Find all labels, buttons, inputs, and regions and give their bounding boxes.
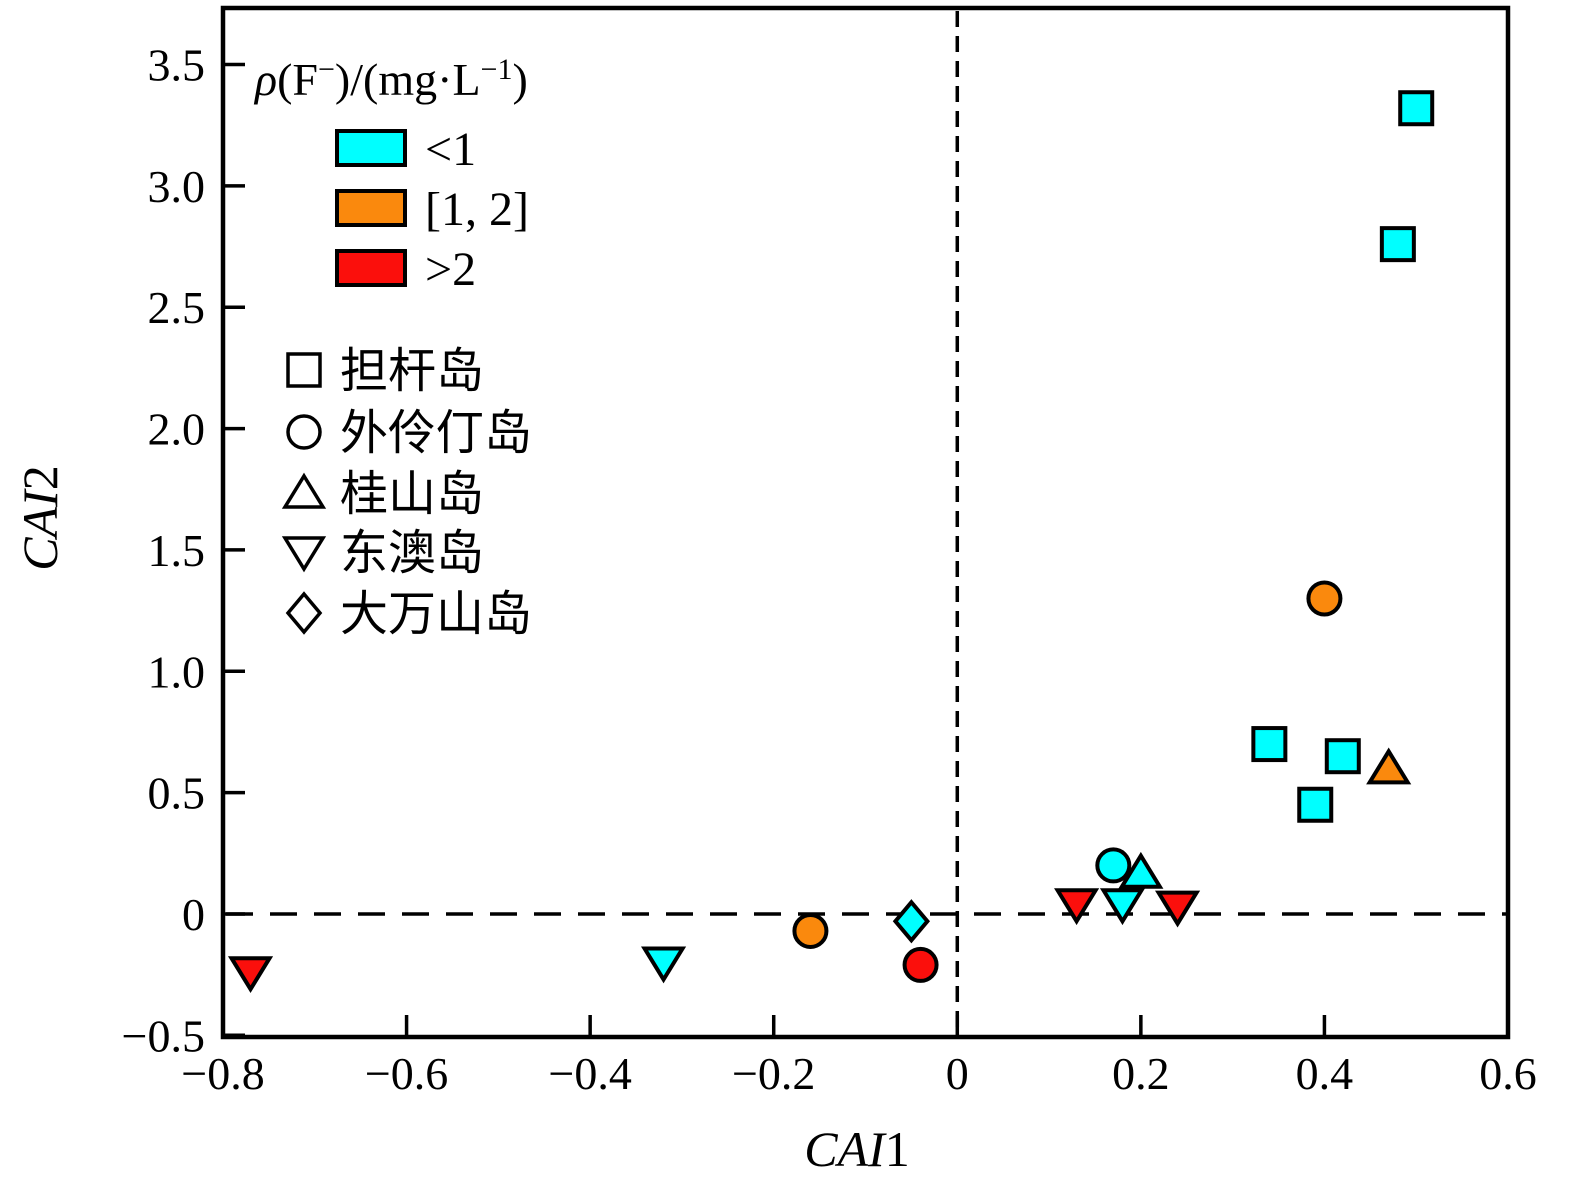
x-axis-title-italic: CAI <box>804 1121 887 1177</box>
x-tick-label: 0 <box>946 1048 969 1099</box>
fluoride-legend-title-part: ) <box>512 54 527 105</box>
data-point-triangle-up <box>1118 851 1164 889</box>
y-tick-label: 0 <box>182 889 205 940</box>
y-tick-label: −0.5 <box>122 1010 205 1061</box>
y-tick-label: 3.0 <box>148 161 206 212</box>
data-point-square <box>1297 786 1334 823</box>
data-point-circle <box>1095 847 1132 884</box>
y-tick-label: 1.5 <box>148 525 206 576</box>
diamond-legend-symbol <box>285 591 323 635</box>
square-legend-symbol <box>286 352 322 388</box>
data-point-circle <box>792 912 829 949</box>
x-tick-label: −0.4 <box>548 1048 631 1099</box>
fluoride-legend-title-part: ρ <box>253 54 277 105</box>
data-point-diamond <box>892 899 931 944</box>
data-point-triangle-down <box>227 956 274 994</box>
data-point-triangle-down <box>640 946 687 984</box>
fluoride-legend-swatch <box>335 129 407 167</box>
island-legend-label: 外伶仃岛 <box>340 407 532 460</box>
circle-legend-symbol <box>286 414 322 450</box>
data-point-circle <box>1306 580 1343 617</box>
data-point-circle <box>902 946 939 983</box>
fluoride-legend-title-part: )/(mg·L <box>335 54 481 105</box>
triangle-down-legend-symbol <box>281 536 327 573</box>
data-point-triangle-down <box>1099 888 1146 926</box>
x-tick-label: 0.2 <box>1112 1048 1170 1099</box>
x-tick-label: −0.8 <box>181 1048 264 1099</box>
fluoride-legend-title-part: (F <box>277 54 318 105</box>
x-tick-label: 0.4 <box>1296 1048 1354 1099</box>
y-tick-label: 0.5 <box>148 768 206 819</box>
x-axis-title: CAI1 <box>804 1121 910 1177</box>
data-point-square <box>1324 738 1361 775</box>
data-point-square <box>1398 90 1435 127</box>
y-axis-title-italic: CAI <box>12 488 68 571</box>
island-legend-label: 东澳岛 <box>340 527 484 580</box>
y-tick-label: 1.0 <box>148 646 206 697</box>
fluoride-legend-title-part: −1 <box>481 53 513 86</box>
fluoride-legend-title-part: − <box>318 53 335 86</box>
x-axis-title-number: 1 <box>885 1121 910 1177</box>
y-axis-title-number: 2 <box>12 465 68 490</box>
fluoride-legend-swatch <box>335 249 407 287</box>
fluoride-legend-swatch <box>335 189 407 227</box>
island-legend-label: 桂山岛 <box>340 468 484 521</box>
y-tick-label: 2.0 <box>148 404 206 455</box>
y-tick-label: 2.5 <box>148 282 206 333</box>
fluoride-legend-label: >2 <box>425 243 476 296</box>
x-tick-label: −0.2 <box>732 1048 815 1099</box>
data-point-triangle-down <box>1154 890 1201 928</box>
island-legend-label: 大万山岛 <box>340 588 532 641</box>
fluoride-legend-label: <1 <box>425 123 476 176</box>
triangle-up-legend-symbol <box>281 472 327 509</box>
data-point-triangle-up <box>1366 747 1412 785</box>
island-legend-label: 担杆岛 <box>340 345 484 398</box>
x-tick-label: 0.6 <box>1479 1048 1537 1099</box>
y-tick-label: 3.5 <box>148 40 206 91</box>
x-tick-label: −0.6 <box>365 1048 448 1099</box>
plot-frame <box>220 5 1511 1040</box>
data-point-square <box>1379 226 1416 263</box>
fluoride-legend-title: ρ(F−)/(mg·L−1) <box>253 53 528 105</box>
data-point-square <box>1251 726 1288 763</box>
data-point-triangle-down <box>1054 888 1100 926</box>
fluoride-legend-label: [1, 2] <box>425 183 529 236</box>
y-axis-title: CAI2 <box>12 465 68 571</box>
